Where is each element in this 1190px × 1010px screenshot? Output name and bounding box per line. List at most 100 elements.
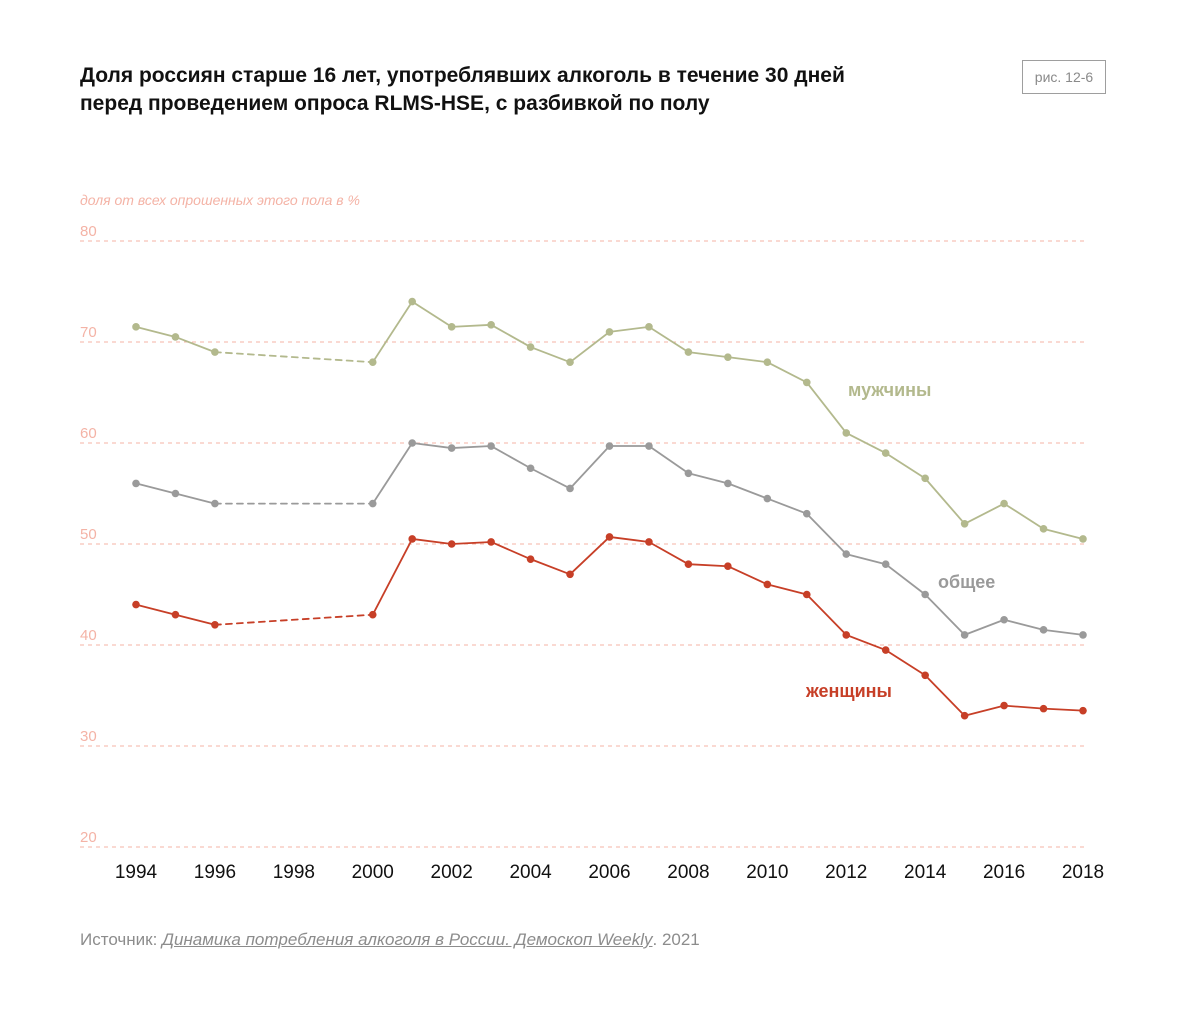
women-point-2007 (645, 538, 653, 546)
women-point-2004 (526, 555, 535, 563)
total-line-segment-2002 (450, 445, 493, 449)
total-point-2016 (1000, 615, 1008, 624)
total-line-segment-2013 (884, 563, 927, 596)
total-point-2003 (487, 442, 495, 450)
men-line-segment-2009 (726, 356, 769, 364)
women-line-segment-2007 (648, 541, 690, 566)
men-point-2003 (487, 321, 495, 329)
source-link[interactable]: Динамика потребления алкоголя в России. … (162, 930, 653, 949)
x-tick-label-2018: 2018 (1062, 862, 1104, 883)
men-point-2006 (605, 328, 614, 336)
chart-title: Доля россиян старше 16 лет, употреблявши… (80, 62, 980, 118)
men-line-segment-2015 (963, 502, 1005, 525)
total-point-2005 (566, 484, 574, 493)
women-point-2001 (408, 535, 417, 543)
figure-label-badge: рис. 12-6 (1022, 60, 1106, 94)
men-point-2007 (645, 323, 653, 331)
total-point-2004 (526, 464, 535, 473)
women-line-segment-2000 (371, 538, 414, 616)
total-point-2008 (684, 469, 693, 478)
women-line-segment-2009 (726, 565, 769, 586)
men-line-segment-2013 (884, 452, 927, 480)
men-line-segment-2014 (924, 477, 966, 525)
men-point-2012 (842, 429, 851, 437)
women-line-segment-1995 (174, 613, 216, 626)
men-line-segment-1994 (135, 325, 177, 338)
total-line-segment-2014 (924, 593, 966, 636)
total-line-segment-2005 (569, 445, 611, 490)
women-point-2005 (566, 570, 574, 579)
x-tick-label-2012: 2012 (825, 862, 867, 883)
men-line-segment-2007 (648, 325, 690, 354)
x-tick-label-1994: 1994 (115, 862, 158, 883)
men-line-segment-2017 (1042, 527, 1084, 540)
women-line-segment-2002 (450, 541, 493, 545)
women-point-1994 (132, 600, 140, 609)
total-point-2006 (605, 442, 614, 450)
men-line-segment-2008 (687, 351, 729, 359)
women-point-2012 (842, 631, 851, 639)
source-prefix: Источник: (80, 930, 163, 949)
line-chart: доля от всех опрошенных этого пола в % 8… (80, 192, 1104, 883)
total-line-segment-2011 (805, 512, 848, 555)
series-label-total: общее (938, 572, 995, 592)
men-line-segment-2016 (1003, 502, 1045, 530)
y-tick-label-60: 60 (80, 425, 97, 442)
men-line-segment-1996 (214, 351, 374, 364)
women-point-2006 (605, 533, 614, 541)
total-point-2000 (368, 499, 377, 508)
total-line-segment-2003 (490, 445, 532, 470)
total-point-2010 (763, 494, 772, 503)
total-point-2001 (408, 439, 417, 447)
series-points (132, 297, 1087, 720)
total-point-2002 (447, 444, 456, 452)
x-tick-label-1998: 1998 (273, 862, 315, 883)
total-line-segment-1994 (135, 482, 177, 495)
total-line-segment-2008 (687, 472, 729, 485)
series-label-women: женщины (805, 681, 892, 701)
source-suffix: . 2021 (652, 930, 700, 949)
total-point-1996 (211, 499, 219, 508)
total-point-2012 (842, 550, 851, 558)
women-line-segment-1996 (214, 613, 374, 626)
women-point-1995 (171, 610, 180, 619)
total-point-1995 (171, 489, 180, 498)
women-line-segment-2008 (687, 563, 729, 568)
men-point-2002 (447, 323, 456, 331)
men-point-2000 (368, 358, 377, 367)
men-line-segment-2005 (569, 330, 611, 364)
series-labels: мужчины общее женщины (805, 380, 995, 701)
women-line-segment-1994 (135, 603, 177, 616)
men-line-segment-1995 (174, 336, 216, 354)
x-tick-label-2016: 2016 (983, 862, 1025, 883)
x-tick-label-2014: 2014 (904, 862, 947, 883)
men-point-1994 (132, 323, 140, 331)
y-tick-labels: 80 70 60 50 40 30 20 (80, 223, 97, 846)
women-line-segment-2014 (924, 674, 966, 717)
men-line-segment-2001 (411, 300, 453, 328)
total-line-segment-2009 (726, 482, 769, 500)
total-line-segment-2007 (648, 445, 690, 475)
y-tick-label-40: 40 (80, 627, 97, 644)
total-line-segment-2001 (411, 442, 453, 449)
women-point-2017 (1039, 704, 1048, 713)
y-tick-label-30: 30 (80, 728, 97, 745)
men-point-2010 (763, 358, 772, 367)
total-point-1994 (132, 479, 140, 488)
total-point-2013 (881, 560, 890, 568)
total-line-segment-2012 (845, 553, 887, 566)
y-tick-label-20: 20 (80, 829, 97, 846)
women-point-2003 (487, 538, 495, 546)
total-line-segment-2016 (1003, 618, 1045, 631)
women-point-1996 (211, 621, 219, 629)
men-point-2018 (1079, 535, 1087, 543)
women-line-segment-2016 (1003, 704, 1045, 710)
series-lines (135, 300, 1084, 717)
women-point-2018 (1079, 706, 1087, 715)
men-point-2008 (684, 348, 693, 356)
women-point-2014 (921, 671, 929, 680)
men-line-segment-2010 (766, 361, 808, 384)
total-line-segment-1995 (174, 492, 216, 505)
x-tick-label-2006: 2006 (588, 862, 630, 883)
men-point-2013 (881, 449, 890, 457)
